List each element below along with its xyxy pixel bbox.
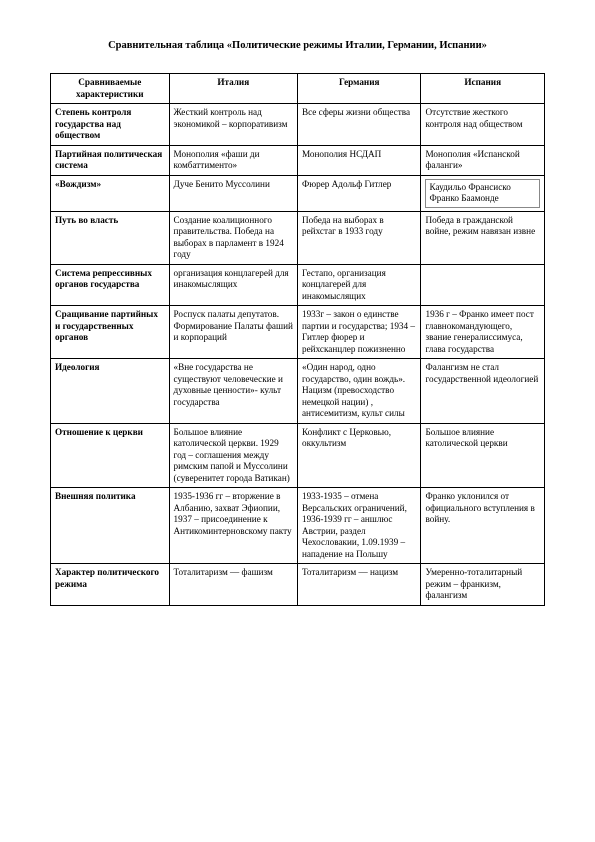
- cell-it: Роспуск палаты депутатов. Формирование П…: [169, 306, 297, 359]
- table-row: Степень контроля государства над обществ…: [51, 104, 545, 146]
- comparison-table: Сравниваемые характеристики Италия Герма…: [50, 73, 545, 606]
- row-label: Система репрессивных органов государства: [51, 264, 170, 306]
- cell-de: 1933г – закон о единстве партии и госуда…: [297, 306, 421, 359]
- row-label: Сращивание партийных и государственных о…: [51, 306, 170, 359]
- cell-de: 1933-1935 – отмена Версальских ограничен…: [297, 488, 421, 564]
- cell-de: Победа на выборах в рейхстаг в 1933 году: [297, 211, 421, 264]
- page-title: Сравнительная таблица «Политические режи…: [50, 40, 545, 51]
- cell-es: Победа в гражданской войне, режим навяза…: [421, 211, 545, 264]
- table-row: Путь во власть Создание коалиционного пр…: [51, 211, 545, 264]
- table-row: Партийная политическая система Монополия…: [51, 145, 545, 175]
- row-label: Характер политического режима: [51, 564, 170, 606]
- cell-it: Дуче Бенито Муссолини: [169, 175, 297, 211]
- row-label: Путь во власть: [51, 211, 170, 264]
- cell-it: 1935-1936 гг – вторжение в Албанию, захв…: [169, 488, 297, 564]
- cell-it: Жесткий контроль над экономикой – корпор…: [169, 104, 297, 146]
- cell-es: Монополия «Испанской фаланги»: [421, 145, 545, 175]
- table-row: Идеология «Вне государства не существуют…: [51, 359, 545, 424]
- cell-de: Все сферы жизни общества: [297, 104, 421, 146]
- cell-es: Отсутствие жесткого контроля над обществ…: [421, 104, 545, 146]
- cell-es: Умеренно-тоталитарный режим – франкизм, …: [421, 564, 545, 606]
- cell-de: Фюрер Адольф Гитлер: [297, 175, 421, 211]
- table-row: Внешняя политика 1935-1936 гг – вторжени…: [51, 488, 545, 564]
- cell-de: Тоталитаризм — нацизм: [297, 564, 421, 606]
- cell-it: Создание коалиционного правительства. По…: [169, 211, 297, 264]
- cell-es: 1936 г – Франко имеет пост главнокоманду…: [421, 306, 545, 359]
- table-row: Сращивание партийных и государственных о…: [51, 306, 545, 359]
- cell-it: Монополия «фаши ди комбаттименто»: [169, 145, 297, 175]
- table-row: Отношение к церкви Большое влияние катол…: [51, 423, 545, 488]
- col-header-1: Италия: [169, 74, 297, 104]
- cell-es: Фалангизм не стал государственной идеоло…: [421, 359, 545, 424]
- cell-it: организация концлагерей для инакомыслящи…: [169, 264, 297, 306]
- cell-it: «Вне государства не существуют человечес…: [169, 359, 297, 424]
- col-header-0: Сравниваемые характеристики: [51, 74, 170, 104]
- col-header-2: Германия: [297, 74, 421, 104]
- row-label: «Вождизм»: [51, 175, 170, 211]
- row-label: Внешняя политика: [51, 488, 170, 564]
- highlight-box: Каудильо Франсиско Франко Баамонде: [425, 179, 540, 208]
- cell-es: Каудильо Франсиско Франко Баамонде: [421, 175, 545, 211]
- row-label: Отношение к церкви: [51, 423, 170, 488]
- row-label: Идеология: [51, 359, 170, 424]
- cell-es: [421, 264, 545, 306]
- table-row: «Вождизм» Дуче Бенито Муссолини Фюрер Ад…: [51, 175, 545, 211]
- cell-de: Монополия НСДАП: [297, 145, 421, 175]
- cell-it: Большое влияние католической церкви. 192…: [169, 423, 297, 488]
- row-label: Партийная политическая система: [51, 145, 170, 175]
- cell-es: Большое влияние католической церкви: [421, 423, 545, 488]
- col-header-3: Испания: [421, 74, 545, 104]
- row-label: Степень контроля государства над обществ…: [51, 104, 170, 146]
- cell-de: «Один народ, одно государство, один вожд…: [297, 359, 421, 424]
- cell-es: Франко уклонился от официального вступле…: [421, 488, 545, 564]
- cell-de: Конфликт с Церковью, оккультизм: [297, 423, 421, 488]
- cell-de: Гестапо, организация концлагерей для ина…: [297, 264, 421, 306]
- table-row: Характер политического режима Тоталитари…: [51, 564, 545, 606]
- table-row: Система репрессивных органов государства…: [51, 264, 545, 306]
- header-row: Сравниваемые характеристики Италия Герма…: [51, 74, 545, 104]
- cell-it: Тоталитаризм — фашизм: [169, 564, 297, 606]
